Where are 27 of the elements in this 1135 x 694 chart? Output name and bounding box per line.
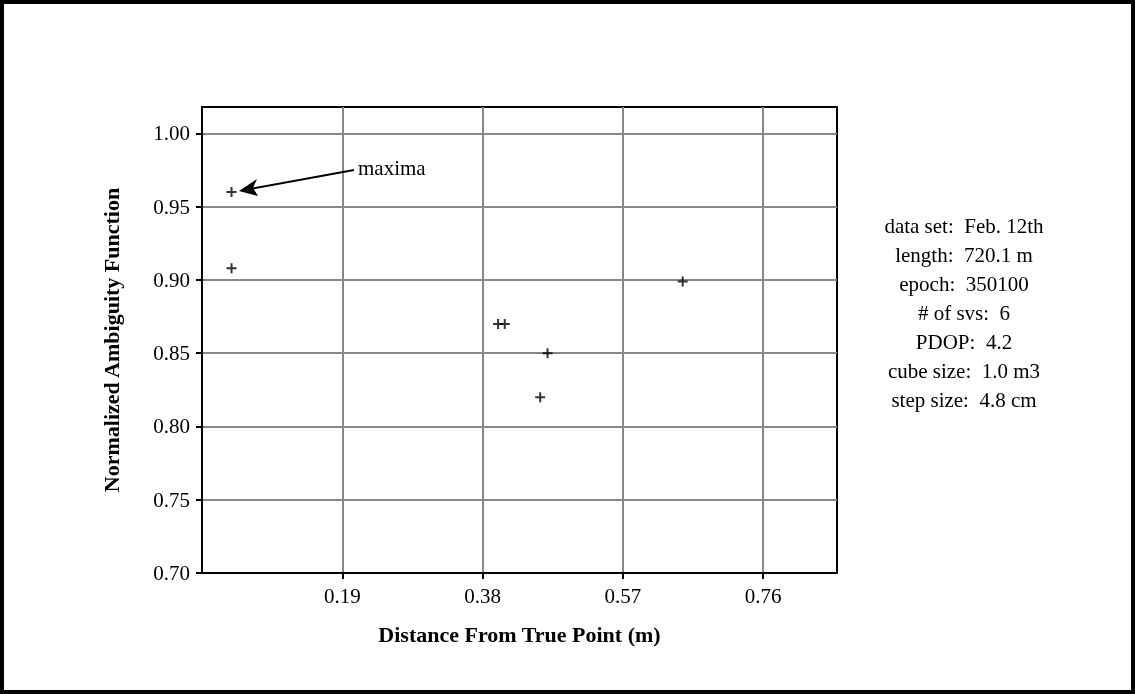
- point: [226, 186, 237, 197]
- text: length: 720.1 m: [895, 243, 1033, 267]
- x-axis-title: Distance From True Point (m): [378, 621, 661, 647]
- y-tick-label: 1.00: [153, 121, 190, 146]
- point: [226, 263, 237, 274]
- text: cube size: 1.0 m3: [887, 359, 1041, 383]
- x-tick-label: 0.76: [744, 583, 782, 608]
- y-tick-label: 0.95: [153, 194, 190, 219]
- x-tick-label: 0.38: [464, 583, 501, 608]
- y-tick-label: 0.70: [153, 561, 190, 585]
- text: PDOP: 4.2: [915, 330, 1013, 354]
- y-tick-label: 0.75: [153, 487, 190, 512]
- y-tick-label: 0.85: [153, 341, 190, 366]
- point: [535, 392, 546, 403]
- text: data set: Feb. 12th: [884, 214, 1045, 238]
- text: # of svs: 6: [917, 301, 1011, 325]
- x-tick-label: 0.57: [604, 583, 642, 608]
- point: [499, 318, 510, 329]
- y-tick-label: 0.90: [153, 267, 190, 292]
- y-tick-label: 0.80: [153, 414, 190, 439]
- point: [542, 348, 553, 359]
- x-tick-label: 0.19: [323, 583, 361, 608]
- text: epoch: 350100: [899, 272, 1029, 296]
- text: step size: 4.8 cm: [891, 388, 1037, 412]
- point: [677, 276, 688, 287]
- annotation: maxima: [358, 156, 427, 180]
- y-axis-title: Normalized Ambiguity Function: [98, 187, 124, 493]
